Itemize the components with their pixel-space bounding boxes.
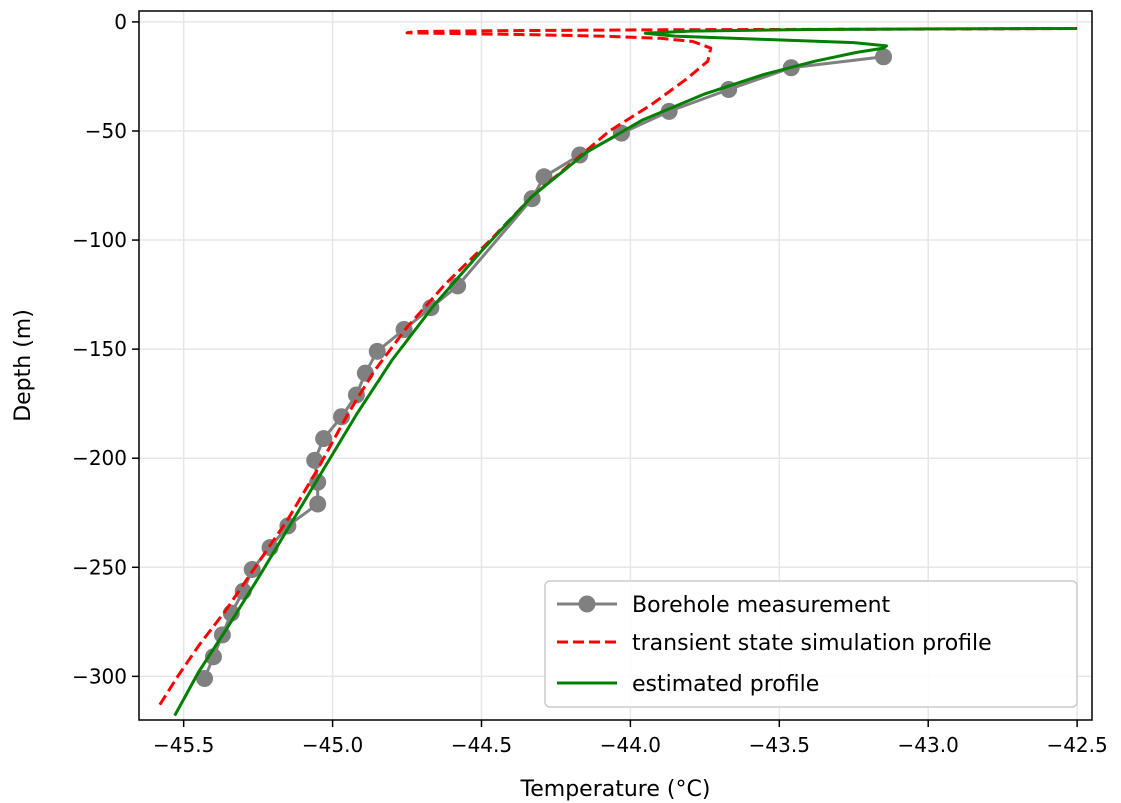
measurement-point	[875, 48, 893, 66]
measurement-point	[368, 342, 386, 360]
measurement-point	[333, 408, 351, 426]
measurement-point	[306, 451, 324, 469]
y-axis-label: Depth (m)	[11, 309, 36, 422]
measurement-point	[315, 430, 333, 448]
legend-label: estimated profile	[632, 672, 819, 697]
y-tick-label: −300	[72, 664, 127, 688]
x-tick-label: −42.5	[1046, 733, 1107, 757]
x-axis-label: Temperature (°C)	[520, 777, 711, 802]
x-tick-label: −45.0	[302, 733, 363, 757]
plot-series	[158, 27, 1078, 717]
y-tick-label: −250	[72, 555, 127, 579]
legend-label: Borehole measurement	[632, 593, 891, 618]
legend-marker	[578, 595, 596, 613]
x-tick-label: −43.5	[749, 733, 810, 757]
measurement-point	[535, 168, 553, 186]
legend: Borehole measurement transient state simu…	[544, 580, 1078, 708]
x-tick-label: −45.5	[153, 733, 214, 757]
x-tick-label: −43.0	[898, 733, 959, 757]
x-tick-label: −44.5	[451, 733, 512, 757]
estimated-profile-line	[173, 27, 1078, 717]
axis-ticks: −45.5 −45.0 −44.5 −44.0 −43.5 −43.0 −42.5 0 −50 −…	[72, 10, 1108, 757]
legend-box	[544, 580, 1078, 708]
legend-label: transient state simulation profile	[632, 631, 992, 656]
measurement-point	[309, 495, 327, 513]
y-tick-label: 0	[114, 10, 127, 34]
transient-profile-line	[158, 27, 1078, 706]
y-tick-label: −50	[85, 119, 127, 143]
plot-frame	[138, 10, 1093, 721]
measurement-point	[196, 670, 214, 688]
measurement-point	[204, 648, 222, 666]
y-tick-label: −200	[72, 446, 127, 470]
x-tick-label: −44.0	[600, 733, 661, 757]
y-tick-label: −150	[72, 337, 127, 361]
y-tick-label: −100	[72, 228, 127, 252]
